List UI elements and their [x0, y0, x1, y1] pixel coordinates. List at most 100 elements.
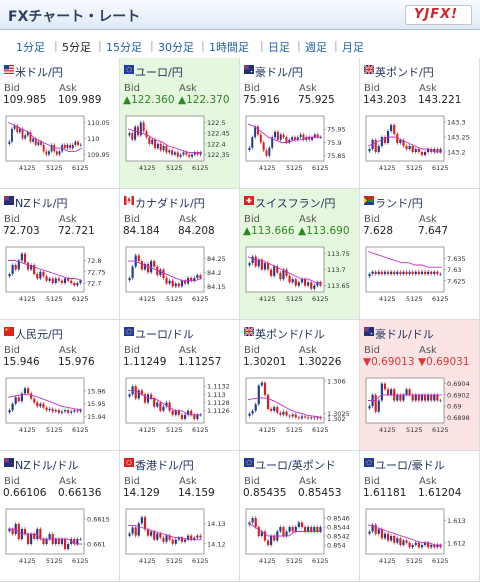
rate-cell[interactable]: ユーロ/ドル Bid Ask 1.11249 1.11257 1.1132 1.113 1.1…	[120, 320, 240, 451]
candle-body	[288, 275, 291, 283]
candle-body	[154, 139, 157, 149]
candle-body	[279, 527, 282, 532]
candle-body	[145, 131, 148, 138]
yjfx-logo[interactable]: YJFX!	[405, 5, 472, 25]
pair-name-link[interactable]: 豪ドル/ドル	[375, 328, 434, 341]
rate-cell[interactable]: スイスフラン/円 Bid Ask ▲113.666 ▲113.690 113.75 113.…	[240, 189, 360, 320]
ask-value: ▼0.69031	[418, 356, 470, 368]
rate-cell[interactable]: 英ポンド/ドル Bid Ask 1.30201 1.30226 1.306 1.3025 1.…	[240, 320, 360, 451]
nz-flag-icon	[4, 458, 14, 467]
rate-cell[interactable]: ユーロ/豪ドル Bid Ask 1.61181 1.61204 1.613 1.612 412…	[360, 451, 480, 582]
pair-name-link[interactable]: NZドル/ドル	[15, 459, 79, 472]
pair-name-link[interactable]: ユーロ/円	[135, 66, 183, 79]
rate-cell[interactable]: 豪ドル/ドル Bid Ask ▼0.69013 ▼0.69031 0.6904 0.6902…	[360, 320, 480, 451]
tab-5[interactable]: 日足	[268, 41, 290, 54]
rate-cell[interactable]: NZドル/円 Bid Ask 72.703 72.721 72.8 72.75 72.7 412…	[0, 189, 120, 320]
candle-body	[270, 408, 273, 411]
ask-label: Ask	[179, 83, 197, 94]
y-tick-label: 143.2	[447, 149, 466, 157]
rate-cell[interactable]: カナダドル/円 Bid Ask 84.184 84.208 84.25 84.2 84.15 4…	[120, 189, 240, 320]
candle-body	[42, 271, 45, 277]
tab-0[interactable]: 1分足	[16, 41, 45, 54]
pair-name-link[interactable]: スイスフラン/円	[255, 197, 336, 210]
rate-cell[interactable]: 豪ドル/円 Bid Ask 75.916 75.925 75.95 75.9 75.85 412…	[240, 58, 360, 189]
rate-cell[interactable]: ユーロ/英ポンド Bid Ask 0.85435 0.85453 0.8546 0.8544…	[240, 451, 360, 582]
candle-body	[297, 522, 300, 527]
y-tick-label: 1.306	[327, 377, 346, 385]
ask-value: 1.11257	[178, 356, 222, 368]
tab-7[interactable]: 月足	[342, 41, 364, 54]
candle-body	[371, 524, 374, 532]
candle-body	[263, 382, 267, 395]
candle-body	[24, 135, 27, 139]
rate-cell[interactable]: 英ポンド/円 Bid Ask 143.203 143.221 143.3 143.25 143…	[360, 58, 480, 189]
tab-6[interactable]: 週足	[305, 41, 327, 54]
candle-body	[279, 134, 282, 140]
y-tick-label: 1.1132	[207, 383, 230, 391]
tab-4[interactable]: 1時間足	[209, 41, 249, 54]
candle-body	[263, 263, 267, 270]
pair-name-link[interactable]: 人民元/円	[15, 328, 63, 341]
pair-name-link[interactable]: ユーロ/豪ドル	[375, 459, 445, 472]
mini-candlestick-chart[interactable]: 0.6615 0.661 4125 5125 6125	[4, 507, 114, 567]
pair-name-link[interactable]: ユーロ/英ポンド	[255, 459, 336, 472]
mini-candlestick-chart[interactable]: 84.25 84.2 84.15 4125 5125 6125	[124, 245, 234, 305]
pair-name-link[interactable]: ランド/円	[375, 197, 423, 210]
mini-candlestick-chart[interactable]: 0.6904 0.6902 0.69 0.6898 4125 5125 6125	[364, 376, 474, 436]
tab-3[interactable]: 30分足	[158, 41, 194, 54]
candle-body	[174, 283, 177, 287]
rate-cell[interactable]: ユーロ/円 Bid Ask ▲122.360 ▲122.370 122.5 122.45 12…	[120, 58, 240, 189]
candle-body	[273, 266, 276, 276]
pair-name-link[interactable]: 英ポンド/ドル	[255, 328, 325, 341]
candle-body	[188, 154, 191, 157]
cn-flag-icon	[4, 327, 14, 336]
candle-body	[54, 539, 57, 544]
pair-name-link[interactable]: 香港ドル/円	[135, 459, 194, 472]
rate-cell[interactable]: 香港ドル/円 Bid Ask 14.129 14.159 14.13 14.12 4125 51…	[120, 451, 240, 582]
pair-name-link[interactable]: 米ドル/円	[15, 66, 63, 79]
candle-body	[39, 403, 42, 407]
mini-candlestick-chart[interactable]: 72.8 72.75 72.7 4125 5125 6125	[4, 245, 114, 305]
mini-candlestick-chart[interactable]: 7.635 7.63 7.625 4125 5125 6125	[364, 245, 474, 305]
mini-candlestick-chart[interactable]: 1.613 1.612 4125 5125 6125	[364, 507, 474, 567]
pair-name-link[interactable]: カナダドル/円	[135, 197, 205, 210]
candle-body	[11, 128, 13, 142]
candle-body	[390, 389, 393, 395]
rate-cell[interactable]: NZドル/ドル Bid Ask 0.66106 0.66136 0.6615 0.661 41…	[0, 451, 120, 582]
candle-body	[177, 537, 180, 540]
mini-candlestick-chart[interactable]: 110.05 110 109.95 4125 5125 6125	[4, 114, 114, 174]
pair-name-link[interactable]: ユーロ/ドル	[135, 328, 194, 341]
moving-average-line	[247, 123, 322, 143]
mini-candlestick-chart[interactable]: 75.95 75.9 75.85 4125 5125 6125	[244, 114, 354, 174]
candle-body	[273, 407, 276, 411]
x-tick-label: 6125	[192, 295, 209, 303]
x-tick-label: 4125	[259, 295, 276, 303]
mini-candlestick-chart[interactable]: 14.13 14.12 4125 5125 6125	[124, 507, 234, 567]
rate-cell[interactable]: 人民元/円 Bid Ask 15.946 15.976 15.96 15.95 15.94 41…	[0, 320, 120, 451]
mini-candlestick-chart[interactable]: 143.3 143.25 143.2 4125 5125 6125	[364, 114, 474, 174]
pair-name-link[interactable]: 豪ドル/円	[255, 66, 303, 79]
bid-value: 1.61181	[363, 487, 407, 499]
chart-frame	[365, 115, 445, 162]
rate-cell[interactable]: ランド/円 Bid Ask 7.628 7.647 7.635 7.63 7.625 4125 5…	[360, 189, 480, 320]
rate-cell[interactable]: 米ドル/円 Bid Ask 109.985 109.989 110.05 110 109.95…	[0, 58, 120, 189]
x-tick-label: 4125	[139, 295, 156, 303]
candle-body	[291, 279, 294, 283]
moving-average-line	[7, 121, 83, 152]
pair-name-link[interactable]: NZドル/円	[15, 197, 68, 210]
tab-2[interactable]: 15分足	[106, 41, 142, 54]
candle-body	[199, 275, 202, 278]
mini-candlestick-chart[interactable]: 122.5 122.45 122.4 122.35 4125 5125 6125	[124, 114, 234, 174]
x-tick-label: 4125	[379, 557, 396, 565]
candle-body	[162, 537, 165, 542]
candle-body	[128, 394, 131, 397]
tab-1[interactable]: 5分足	[62, 41, 91, 54]
pair-name-link[interactable]: 英ポンド/円	[375, 66, 434, 79]
mini-candlestick-chart[interactable]: 113.75 113.7 113.65 4125 5125 6125	[244, 245, 354, 305]
y-tick-label: 7.63	[447, 266, 461, 274]
candle-body	[390, 536, 393, 541]
mini-candlestick-chart[interactable]: 15.96 15.95 15.94 4125 5125 6125	[4, 376, 114, 436]
